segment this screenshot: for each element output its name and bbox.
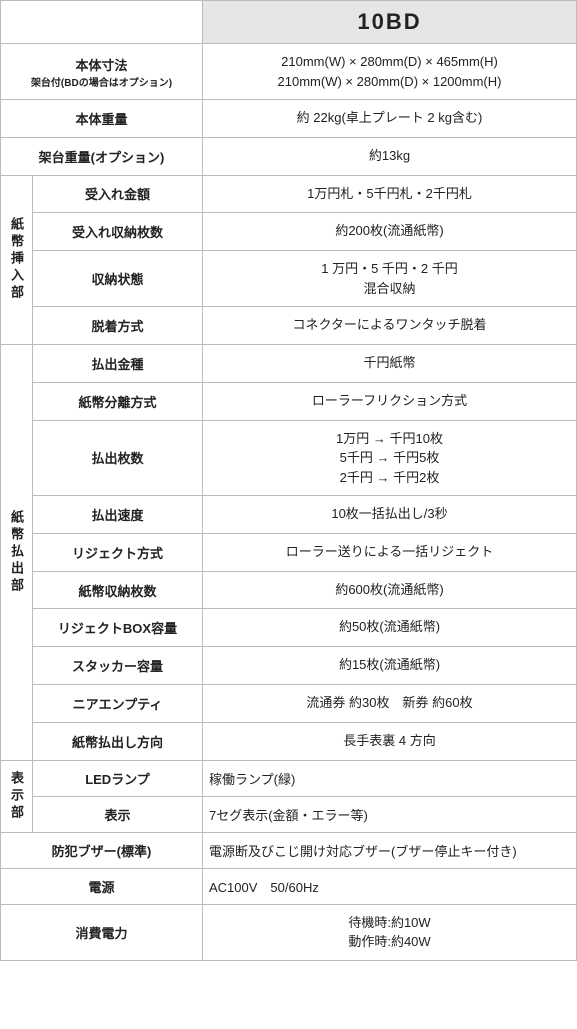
- value-power: AC100V 50/60Hz: [203, 868, 577, 904]
- value-near-empty: 流通券 約30枚 新券 約60枚: [203, 685, 577, 723]
- value-stand-weight: 約13kg: [203, 137, 577, 175]
- value-dimensions-line2: 210mm(W) × 280mm(D) × 1200mm(H): [209, 72, 570, 92]
- value-consumption: 待機時:約10W 動作時:約40W: [203, 904, 577, 960]
- row-payout-capacity: 紙幣収納枚数 約600枚(流通紙幣): [1, 571, 577, 609]
- value-dimensions-line1: 210mm(W) × 280mm(D) × 465mm(H): [209, 52, 570, 72]
- value-payout-speed: 10枚一括払出し/3秒: [203, 496, 577, 534]
- label-dimensions-main: 本体寸法: [7, 55, 196, 74]
- label-payout-capacity: 紙幣収納枚数: [33, 571, 203, 609]
- value-consumption-line2: 動作時:約40W: [209, 932, 570, 952]
- value-reject: ローラー送りによる一括リジェクト: [203, 533, 577, 571]
- value-consumption-line1: 待機時:約10W: [209, 913, 570, 933]
- label-buzzer: 防犯ブザー(標準): [1, 832, 203, 868]
- row-reject: リジェクト方式 ローラー送りによる一括リジェクト: [1, 533, 577, 571]
- row-consumption: 消費電力 待機時:約10W 動作時:約40W: [1, 904, 577, 960]
- row-payout-count: 払出枚数 1万円 → 千円10枚 5千円 → 千円5枚 2千円 → 千円2枚: [1, 420, 577, 496]
- section-display: 表示部: [1, 760, 33, 832]
- label-led: LEDランプ: [33, 760, 203, 796]
- row-payout-denom: 紙幣払出部 払出金種 千円紙幣: [1, 344, 577, 382]
- label-accept-capacity: 受入れ収納枚数: [33, 213, 203, 251]
- row-accept-capacity: 受入れ収納枚数 約200枚(流通紙幣): [1, 213, 577, 251]
- row-detach: 脱着方式 コネクターによるワンタッチ脱着: [1, 307, 577, 345]
- value-display: 7セグ表示(金額・エラー等): [203, 796, 577, 832]
- label-dimensions: 本体寸法 架台付(BDの場合はオプション): [1, 44, 203, 100]
- row-display: 表示 7セグ表示(金額・エラー等): [1, 796, 577, 832]
- label-accept-amount: 受入れ金額: [33, 175, 203, 213]
- spec-table: 10BD 本体寸法 架台付(BDの場合はオプション) 210mm(W) × 28…: [0, 0, 577, 961]
- row-accept-amount: 紙幣挿入部 受入れ金額 1万円札・5千円札・2千円札: [1, 175, 577, 213]
- row-direction: 紙幣払出し方向 長手表裏 4 方向: [1, 722, 577, 760]
- row-stand-weight: 架台重量(オプション) 約13kg: [1, 137, 577, 175]
- row-buzzer: 防犯ブザー(標準) 電源断及びこじ開け対応ブザー(ブザー停止キー付き): [1, 832, 577, 868]
- section-payout: 紙幣払出部: [1, 344, 33, 760]
- header-empty-cell: [1, 1, 203, 44]
- row-store-state: 収納状態 1 万円・5 千円・2 千円 混合収納: [1, 251, 577, 307]
- label-payout-count: 払出枚数: [33, 420, 203, 496]
- row-power: 電源 AC100V 50/60Hz: [1, 868, 577, 904]
- value-detach: コネクターによるワンタッチ脱着: [203, 307, 577, 345]
- row-reject-box: リジェクトBOX容量 約50枚(流通紙幣): [1, 609, 577, 647]
- row-near-empty: ニアエンプティ 流通券 約30枚 新券 約60枚: [1, 685, 577, 723]
- row-led: 表示部 LEDランプ 稼働ランプ(緑): [1, 760, 577, 796]
- label-separation: 紙幣分離方式: [33, 382, 203, 420]
- row-dimensions: 本体寸法 架台付(BDの場合はオプション) 210mm(W) × 280mm(D…: [1, 44, 577, 100]
- label-stacker: スタッカー容量: [33, 647, 203, 685]
- row-stacker: スタッカー容量 約15枚(流通紙幣): [1, 647, 577, 685]
- value-payout-count: 1万円 → 千円10枚 5千円 → 千円5枚 2千円 → 千円2枚: [203, 420, 577, 496]
- value-accept-capacity: 約200枚(流通紙幣): [203, 213, 577, 251]
- label-reject-box: リジェクトBOX容量: [33, 609, 203, 647]
- row-separation: 紙幣分離方式 ローラーフリクション方式: [1, 382, 577, 420]
- label-direction: 紙幣払出し方向: [33, 722, 203, 760]
- product-title: 10BD: [203, 1, 577, 44]
- value-accept-amount: 1万円札・5千円札・2千円札: [203, 175, 577, 213]
- label-payout-speed: 払出速度: [33, 496, 203, 534]
- value-store-state-line1: 1 万円・5 千円・2 千円: [209, 259, 570, 279]
- value-payout-capacity: 約600枚(流通紙幣): [203, 571, 577, 609]
- label-stand-weight: 架台重量(オプション): [1, 137, 203, 175]
- value-payout-count-line3: 2千円 → 千円2枚: [209, 468, 570, 488]
- value-direction: 長手表裏 4 方向: [203, 722, 577, 760]
- value-payout-count-line2: 5千円 → 千円5枚: [209, 448, 570, 468]
- label-display: 表示: [33, 796, 203, 832]
- label-detach: 脱着方式: [33, 307, 203, 345]
- label-dimensions-sub: 架台付(BDの場合はオプション): [7, 74, 196, 89]
- label-store-state: 収納状態: [33, 251, 203, 307]
- label-power: 電源: [1, 868, 203, 904]
- header-row: 10BD: [1, 1, 577, 44]
- value-store-state-line2: 混合収納: [209, 279, 570, 299]
- label-consumption: 消費電力: [1, 904, 203, 960]
- label-near-empty: ニアエンプティ: [33, 685, 203, 723]
- value-stacker: 約15枚(流通紙幣): [203, 647, 577, 685]
- value-reject-box: 約50枚(流通紙幣): [203, 609, 577, 647]
- section-insert: 紙幣挿入部: [1, 175, 33, 344]
- value-payout-denom: 千円紙幣: [203, 344, 577, 382]
- value-led: 稼働ランプ(緑): [203, 760, 577, 796]
- value-buzzer: 電源断及びこじ開け対応ブザー(ブザー停止キー付き): [203, 832, 577, 868]
- row-body-weight: 本体重量 約 22kg(卓上プレート 2 kg含む): [1, 100, 577, 138]
- value-dimensions: 210mm(W) × 280mm(D) × 465mm(H) 210mm(W) …: [203, 44, 577, 100]
- value-payout-count-line1: 1万円 → 千円10枚: [209, 429, 570, 449]
- value-store-state: 1 万円・5 千円・2 千円 混合収納: [203, 251, 577, 307]
- label-reject: リジェクト方式: [33, 533, 203, 571]
- value-body-weight: 約 22kg(卓上プレート 2 kg含む): [203, 100, 577, 138]
- label-body-weight: 本体重量: [1, 100, 203, 138]
- value-separation: ローラーフリクション方式: [203, 382, 577, 420]
- label-payout-denom: 払出金種: [33, 344, 203, 382]
- row-payout-speed: 払出速度 10枚一括払出し/3秒: [1, 496, 577, 534]
